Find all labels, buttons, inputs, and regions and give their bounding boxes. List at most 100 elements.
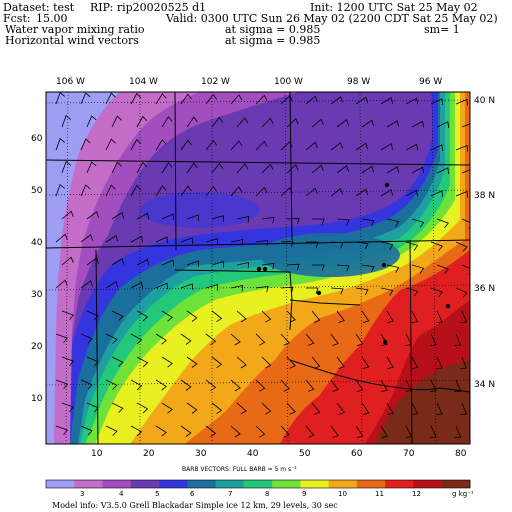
- wind-barb: [312, 264, 325, 271]
- wind-barb: [461, 169, 470, 174]
- wind-barb: [80, 234, 93, 243]
- wind-barb: [355, 379, 364, 392]
- wind-barb: [280, 425, 290, 438]
- wind-barb: [455, 287, 468, 298]
- wind-barb: [361, 402, 370, 415]
- wind-barb: [111, 310, 124, 321]
- wind-barb: [261, 310, 272, 323]
- wind-barb: [455, 241, 468, 252]
- wind-barb: [430, 287, 443, 298]
- wind-barb: [86, 211, 99, 220]
- legend-swatch: [46, 480, 75, 488]
- city-marker: [316, 290, 322, 296]
- wind-barb: [205, 238, 218, 245]
- wind-barb: [355, 188, 368, 197]
- wind-barb: [261, 262, 275, 270]
- wind-barb: [105, 184, 116, 197]
- wind-barb: [180, 333, 192, 345]
- wind-barb: [280, 379, 290, 392]
- wind-barb: [355, 241, 369, 250]
- wind-barb: [111, 161, 122, 174]
- field1-level: at sigma = 0.985: [225, 23, 321, 36]
- wind-barb: [411, 120, 424, 128]
- wind-barb: [330, 188, 343, 197]
- legend-swatch: [328, 480, 358, 488]
- wind-barb: [311, 310, 321, 323]
- state-boundaries: [46, 92, 470, 444]
- wind-barb: [86, 356, 99, 367]
- city-marker: [382, 339, 388, 345]
- wind-barb: [386, 402, 394, 415]
- wind-barb: [55, 184, 66, 197]
- wind-barb: [255, 94, 268, 105]
- wind-barb: [130, 138, 142, 151]
- wind-barb: [236, 117, 249, 128]
- wind-barb: [405, 97, 418, 105]
- wind-barb: [430, 333, 437, 346]
- wind-barb: [405, 143, 418, 151]
- wind-barb: [286, 310, 296, 323]
- wind-barb: [230, 284, 244, 292]
- wind-barb: [380, 97, 393, 105]
- wind-barb: [355, 142, 368, 151]
- wind-barb: [361, 310, 370, 323]
- lat-label: 36 N: [474, 284, 495, 294]
- wind-barb: [230, 379, 241, 392]
- wind-barb: [230, 140, 243, 151]
- lon-labels: 106 W 104 W 102 W 100 W 98 W 96 W: [56, 77, 442, 87]
- wind-barb: [411, 218, 425, 228]
- wind-barb: [286, 356, 296, 369]
- wind-barb: [211, 162, 224, 174]
- wind-barb: [211, 310, 223, 323]
- wind-barb: [305, 95, 318, 105]
- wind-barb: [380, 333, 388, 346]
- city-marker: [262, 266, 268, 272]
- legend-label: 10: [338, 490, 347, 498]
- wind-barb: [205, 93, 218, 105]
- wind-barb: [236, 215, 250, 223]
- wind-barb: [155, 425, 167, 437]
- x-tick: 50: [299, 449, 311, 459]
- x-tick: 80: [455, 449, 467, 459]
- wind-barb: [136, 161, 148, 174]
- wind-barb: [430, 425, 437, 438]
- wind-barb: [436, 121, 449, 128]
- legend-units: g kg⁻¹: [452, 490, 474, 498]
- lon-label: 104 W: [129, 77, 158, 87]
- legend-swatch: [300, 480, 330, 488]
- wind-barb: [205, 185, 218, 197]
- wind-barb: [255, 239, 269, 247]
- wind-barb: [130, 379, 143, 391]
- legend-label: 3: [80, 490, 84, 498]
- wind-barb: [455, 190, 468, 198]
- wind-barb: [286, 402, 296, 415]
- wind-barb: [455, 144, 468, 152]
- lat-label: 38 N: [474, 191, 495, 201]
- wind-barb: [336, 356, 345, 369]
- wind-barb: [186, 162, 198, 174]
- wind-barb: [211, 261, 224, 268]
- x-grid-ticks: 10 20 30 40 50 60 70 80: [91, 449, 467, 459]
- wind-barb: [460, 310, 468, 323]
- wind-barb: [330, 425, 339, 438]
- wind-barb: [55, 279, 68, 289]
- wind-barb: [230, 186, 243, 197]
- wind-barb: [211, 215, 224, 222]
- wind-barb: [55, 425, 68, 436]
- wind-barb: [436, 310, 443, 323]
- wind-barb: [305, 141, 318, 151]
- wind-barb: [436, 218, 449, 229]
- y-tick: 60: [31, 134, 43, 144]
- wind-barb: [86, 310, 99, 321]
- wind-barb: [286, 217, 300, 225]
- wind-barb: [55, 233, 68, 243]
- wind-barb: [61, 115, 72, 128]
- wind-barb: [386, 264, 400, 273]
- wind-barb: [305, 379, 315, 392]
- x-tick: 10: [91, 449, 103, 459]
- wind-barb: [180, 139, 192, 151]
- wind-barb: [305, 333, 315, 346]
- wind-barb: [461, 123, 470, 128]
- map-frame: [45, 91, 471, 445]
- wind-barb: [380, 241, 394, 250]
